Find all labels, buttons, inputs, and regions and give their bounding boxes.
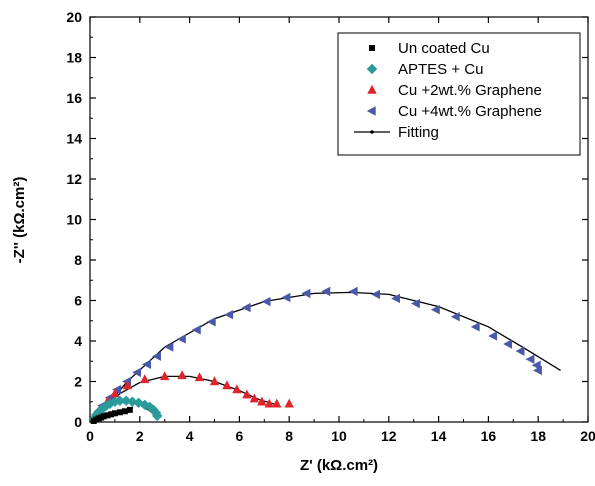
legend-swatch-dot <box>370 130 374 134</box>
data-point <box>222 380 232 390</box>
y-axis-title: -Z'' (kΩ.cm²) <box>11 177 28 264</box>
data-point <box>140 374 150 384</box>
data-point <box>160 371 170 381</box>
data-point <box>488 331 498 341</box>
data-point <box>108 411 115 418</box>
data-point <box>301 288 311 299</box>
y-tick-label: 6 <box>74 293 82 309</box>
data-point <box>261 296 271 307</box>
x-tick-label: 16 <box>481 428 497 444</box>
axis-ticks: 0 2 4 6 8 10 12 14 16 18 20 0 2 4 6 8 10 12 14 16 18 20 <box>66 9 595 444</box>
data-point <box>164 342 174 352</box>
legend: Un coated Cu APTES + Cu Cu +2wt.% Graphene… <box>337 32 581 156</box>
data-point <box>177 370 187 380</box>
data-point <box>241 302 251 313</box>
data-point <box>132 367 142 378</box>
x-tick-label: 18 <box>530 428 546 444</box>
data-point <box>152 410 163 422</box>
data-point <box>111 410 118 417</box>
x-axis-title: Z' (kΩ.cm²) <box>300 457 378 474</box>
data-point <box>503 339 513 349</box>
data-point <box>120 395 132 406</box>
y-tick-label: 10 <box>66 212 82 228</box>
y-tick-label: 0 <box>74 414 82 430</box>
legend-label: Fitting <box>398 124 439 141</box>
data-point <box>348 286 358 297</box>
x-tick-label: 8 <box>285 428 293 444</box>
x-tick-label: 20 <box>580 428 595 444</box>
data-point <box>430 304 440 315</box>
x-tick-label: 4 <box>186 428 194 444</box>
x-tick-label: 14 <box>431 428 447 444</box>
data-point <box>533 365 542 376</box>
data-point <box>249 393 260 403</box>
data-point <box>242 389 252 399</box>
data-point <box>232 384 242 394</box>
x-tick-label: 10 <box>331 428 347 444</box>
x-tick-label: 2 <box>136 428 144 444</box>
data-point <box>126 406 133 413</box>
y-tick-label: 12 <box>66 171 82 187</box>
data-point <box>281 292 291 303</box>
data-point <box>176 334 186 344</box>
data-point <box>112 384 122 395</box>
x-tick-label: 6 <box>236 428 244 444</box>
y-tick-label: 18 <box>66 50 82 66</box>
data-point <box>127 396 138 407</box>
data-point <box>206 317 216 327</box>
data-point <box>371 289 381 300</box>
data-point <box>515 346 525 356</box>
y-tick-label: 20 <box>66 9 82 25</box>
data-point <box>116 409 123 416</box>
data-point <box>142 359 151 369</box>
y-tick-label: 14 <box>66 131 82 147</box>
data-point <box>321 286 331 297</box>
data-point <box>121 408 128 415</box>
data-point <box>410 298 420 309</box>
data-point <box>257 396 267 406</box>
legend-swatch <box>366 106 376 116</box>
data-point <box>272 398 282 408</box>
data-point <box>209 376 220 386</box>
data-point <box>114 395 126 406</box>
data-point <box>93 406 104 418</box>
data-points <box>88 286 542 425</box>
legend-label: Un coated Cu <box>398 40 490 57</box>
data-point <box>470 322 480 332</box>
data-point <box>110 388 120 398</box>
x-tick-label: 0 <box>86 428 94 444</box>
legend-label: APTES + Cu <box>398 61 483 78</box>
data-point <box>450 312 460 322</box>
data-point <box>100 413 107 420</box>
data-point <box>191 325 201 335</box>
legend-box <box>337 32 581 156</box>
data-point <box>391 293 400 304</box>
data-point <box>194 372 205 382</box>
data-point <box>122 380 133 390</box>
y-tick-label: 16 <box>66 90 82 106</box>
legend-swatch <box>366 63 378 75</box>
data-point <box>284 398 294 408</box>
legend-label: Cu +2wt.% Graphene <box>398 82 542 99</box>
y-tick-label: 8 <box>74 252 82 268</box>
data-point <box>104 412 111 419</box>
data-point <box>525 354 535 364</box>
data-point <box>152 351 161 361</box>
legend-swatch <box>367 84 377 94</box>
x-tick-label: 12 <box>381 428 397 444</box>
y-tick-label: 4 <box>74 333 82 349</box>
y-tick-label: 2 <box>74 374 82 390</box>
legend-swatch <box>369 45 375 51</box>
data-point <box>224 309 234 320</box>
data-point <box>264 398 274 408</box>
legend-label: Cu +4wt.% Graphene <box>398 103 542 120</box>
